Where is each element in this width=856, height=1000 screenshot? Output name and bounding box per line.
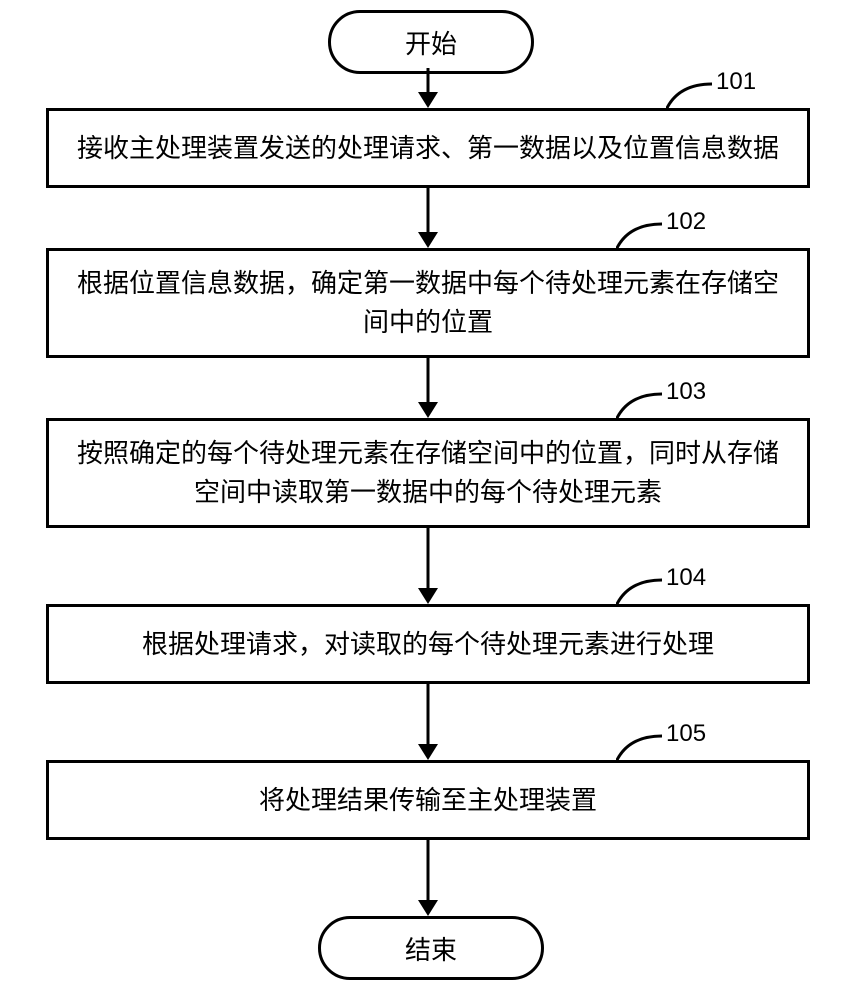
arrow-head (418, 92, 438, 108)
process-step-105: 将处理结果传输至主处理装置 (46, 760, 810, 840)
lead-line (666, 80, 712, 110)
step-label-104: 104 (666, 564, 706, 592)
process-text: 将处理结果传输至主处理装置 (259, 781, 597, 820)
start-terminator: 开始 (328, 10, 534, 74)
end-terminator: 结束 (318, 916, 544, 980)
lead-line (616, 390, 662, 420)
arrow-head (418, 402, 438, 418)
lead-line (616, 732, 662, 762)
flowchart-canvas: 开始 101 接收主处理装置发送的处理请求、第一数据以及位置信息数据 102 根… (0, 0, 856, 1000)
arrow (427, 188, 430, 232)
process-step-104: 根据处理请求，对读取的每个待处理元素进行处理 (46, 604, 810, 684)
arrow (427, 684, 430, 744)
process-text: 按照确定的每个待处理元素在存储空间中的位置，同时从存储空间中读取第一数据中的每个… (73, 434, 783, 512)
arrow (427, 528, 430, 588)
arrow-head (418, 900, 438, 916)
lead-line (616, 576, 662, 606)
arrow (427, 840, 430, 900)
step-label-102: 102 (666, 208, 706, 236)
end-label: 结束 (405, 930, 457, 967)
step-label-101: 101 (716, 68, 756, 96)
arrow-head (418, 588, 438, 604)
step-label-103: 103 (666, 378, 706, 406)
step-label-105: 105 (666, 720, 706, 748)
arrow (427, 68, 430, 92)
start-label: 开始 (405, 24, 457, 61)
arrow-head (418, 744, 438, 760)
process-step-102: 根据位置信息数据，确定第一数据中每个待处理元素在存储空间中的位置 (46, 248, 810, 358)
lead-line (616, 220, 662, 250)
arrow (427, 358, 430, 402)
process-step-101: 接收主处理装置发送的处理请求、第一数据以及位置信息数据 (46, 108, 810, 188)
process-text: 接收主处理装置发送的处理请求、第一数据以及位置信息数据 (77, 129, 779, 168)
process-text: 根据处理请求，对读取的每个待处理元素进行处理 (142, 625, 714, 664)
arrow-head (418, 232, 438, 248)
process-text: 根据位置信息数据，确定第一数据中每个待处理元素在存储空间中的位置 (73, 264, 783, 342)
process-step-103: 按照确定的每个待处理元素在存储空间中的位置，同时从存储空间中读取第一数据中的每个… (46, 418, 810, 528)
